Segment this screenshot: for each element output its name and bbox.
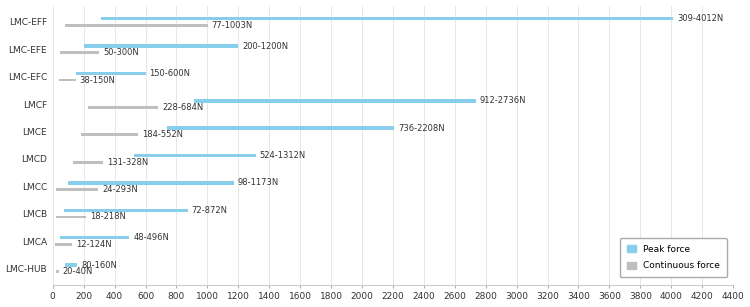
Bar xyxy=(55,243,72,246)
Text: 131-328N: 131-328N xyxy=(107,158,148,167)
Bar xyxy=(76,72,146,75)
Text: 309-4012N: 309-4012N xyxy=(677,14,723,23)
Bar xyxy=(61,51,99,54)
Text: 524-1312N: 524-1312N xyxy=(260,151,306,160)
Bar xyxy=(81,134,138,136)
Bar xyxy=(65,263,77,267)
Bar xyxy=(166,126,394,130)
Bar xyxy=(56,216,86,218)
Legend: Peak force, Continuous force: Peak force, Continuous force xyxy=(620,238,728,278)
Text: 48-496N: 48-496N xyxy=(134,233,170,242)
Text: 38-150N: 38-150N xyxy=(80,76,116,84)
Bar xyxy=(68,181,234,185)
Text: 736-2208N: 736-2208N xyxy=(398,124,445,133)
Bar xyxy=(60,236,130,239)
Bar xyxy=(64,24,208,27)
Text: 912-2736N: 912-2736N xyxy=(480,96,526,105)
Text: 72-872N: 72-872N xyxy=(191,206,227,215)
Text: 18-218N: 18-218N xyxy=(90,212,126,221)
Text: 12-124N: 12-124N xyxy=(76,240,112,249)
Text: 20-40N: 20-40N xyxy=(63,267,93,276)
Bar xyxy=(56,270,59,273)
Bar xyxy=(88,106,158,109)
Bar xyxy=(194,99,476,103)
Text: 77-1003N: 77-1003N xyxy=(211,21,253,30)
Text: 50-300N: 50-300N xyxy=(103,48,139,57)
Text: 24-293N: 24-293N xyxy=(102,185,138,194)
Text: 184-552N: 184-552N xyxy=(142,130,183,139)
Bar xyxy=(56,188,98,191)
Text: 200-1200N: 200-1200N xyxy=(242,41,288,51)
Text: 150-600N: 150-600N xyxy=(149,69,190,78)
Bar xyxy=(64,208,188,212)
Bar xyxy=(84,44,238,48)
Bar xyxy=(73,161,104,164)
Text: 80-160N: 80-160N xyxy=(81,261,117,270)
Bar xyxy=(58,79,76,81)
Text: 228-684N: 228-684N xyxy=(162,103,203,112)
Bar xyxy=(100,17,673,21)
Bar xyxy=(134,154,256,157)
Text: 98-1173N: 98-1173N xyxy=(238,178,279,188)
